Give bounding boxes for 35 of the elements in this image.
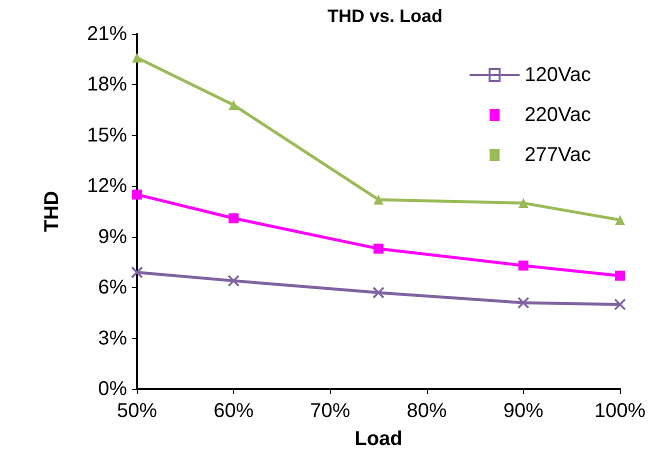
x-tick-label: 100% <box>594 400 646 422</box>
y-tick-label: 0% <box>98 378 128 400</box>
point <box>518 198 528 208</box>
point <box>132 190 142 200</box>
y-tick-label: 21% <box>86 23 128 45</box>
y-tick-label: 15% <box>86 124 128 146</box>
point <box>132 52 142 63</box>
y-tick-label: 9% <box>98 226 128 248</box>
point <box>228 274 240 287</box>
point <box>374 244 384 254</box>
point <box>615 270 625 281</box>
x-tick-label: 80% <box>406 400 448 422</box>
legend-label: 277Vac <box>524 144 592 166</box>
y-tick-label: 18% <box>86 74 128 96</box>
legend-label: 120Vac <box>524 64 592 86</box>
chart-title: THD vs. Load <box>327 6 443 26</box>
x-tick-label: 60% <box>214 400 254 422</box>
point <box>615 214 625 225</box>
y-tick-label: 6% <box>98 276 128 299</box>
point <box>372 286 384 299</box>
legend-label: 220Vac <box>524 104 592 126</box>
y-tick-label: 3% <box>98 327 128 350</box>
point <box>374 194 384 205</box>
x-axis-title: Load <box>354 428 402 450</box>
x-tick-label: 90% <box>503 400 544 422</box>
point <box>614 298 626 310</box>
x-tick-label: 50% <box>116 400 158 422</box>
point <box>228 213 239 224</box>
point <box>518 260 528 271</box>
x-tick-label: 70% <box>310 400 350 422</box>
point <box>517 296 530 309</box>
y-axis-title: THD <box>41 190 63 232</box>
point <box>131 266 143 278</box>
y-tick-label: 12% <box>86 175 128 198</box>
point <box>228 100 239 110</box>
